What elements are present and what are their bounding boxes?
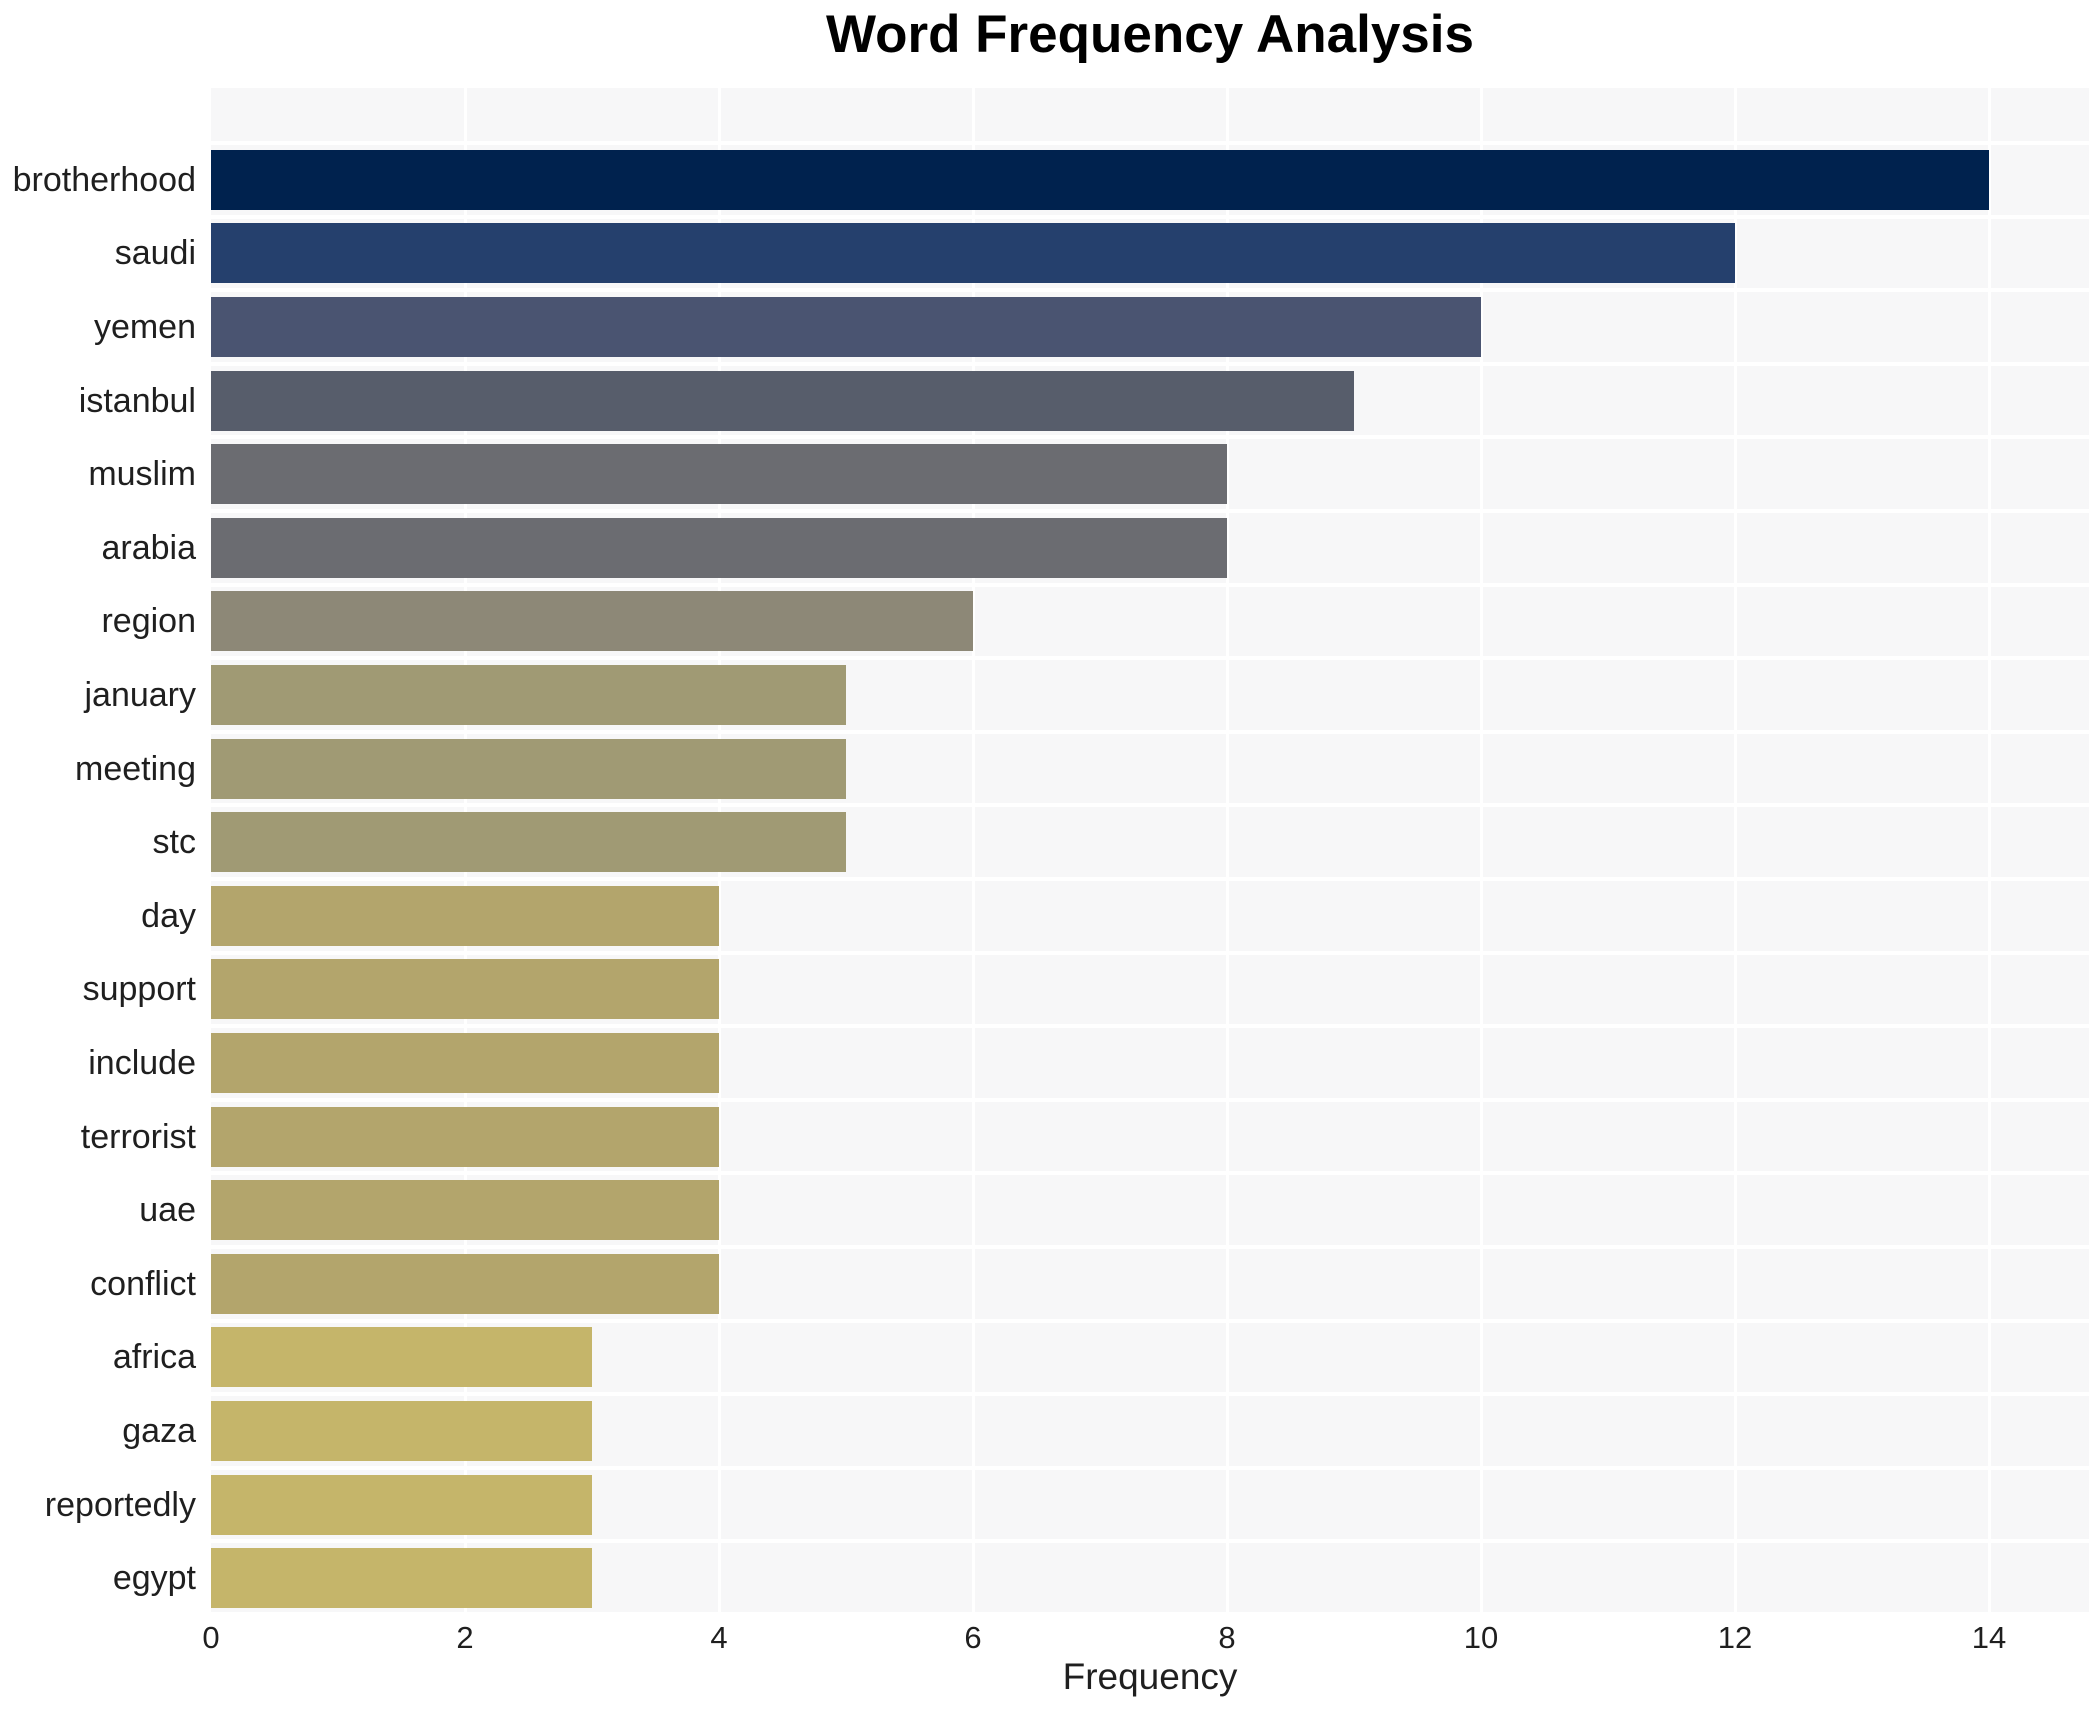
bar-africa <box>211 1327 592 1388</box>
gridline-horizontal <box>211 141 2089 145</box>
bar-uae <box>211 1180 719 1241</box>
category-label-include: include <box>88 1044 196 1082</box>
x-tick-label-6: 6 <box>964 1620 982 1655</box>
bar-region <box>211 591 973 652</box>
bar-yemen <box>211 297 1481 357</box>
category-label-gaza: gaza <box>122 1412 196 1450</box>
gridline-horizontal <box>211 509 2089 513</box>
category-label-uae: uae <box>139 1191 196 1230</box>
x-tick-label-14: 14 <box>1971 1620 2007 1655</box>
x-tick-label-10: 10 <box>1463 1620 1499 1655</box>
bar-brotherhood <box>211 149 1989 210</box>
gridline-vertical <box>1479 88 1483 1612</box>
category-label-reportedly: reportedly <box>44 1485 196 1524</box>
bar-reportedly <box>211 1474 592 1535</box>
category-label-saudi: saudi <box>114 234 196 273</box>
gridline-horizontal <box>211 214 2089 219</box>
bar-gaza <box>211 1401 592 1461</box>
bar-meeting <box>211 738 846 799</box>
gridline-horizontal <box>211 1318 2089 1323</box>
gridline-horizontal <box>211 1024 2089 1029</box>
bar-support <box>211 959 719 1020</box>
x-tick-label-2: 2 <box>456 1620 474 1655</box>
gridline-vertical <box>1733 88 1737 1612</box>
gridline-vertical <box>1225 88 1229 1612</box>
category-label-day: day <box>141 896 196 935</box>
category-label-support: support <box>82 970 196 1009</box>
gridline-horizontal <box>211 803 2089 808</box>
bar-istanbul <box>211 370 1354 431</box>
category-label-muslim: muslim <box>88 455 196 494</box>
category-label-yemen: yemen <box>93 308 196 346</box>
category-label-january: january <box>84 676 196 714</box>
x-tick-label-8: 8 <box>1218 1620 1236 1655</box>
chart-title: Word Frequency Analysis <box>826 5 1474 64</box>
x-tick-label-0: 0 <box>202 1620 220 1655</box>
x-tick-label-4: 4 <box>710 1620 728 1655</box>
bar-muslim <box>211 444 1227 505</box>
gridline-horizontal <box>211 361 2089 366</box>
bar-egypt <box>211 1548 592 1609</box>
gridline-horizontal <box>211 1245 2089 1249</box>
gridline-horizontal <box>211 1539 2089 1544</box>
x-axis-title: Frequency <box>1062 1656 1238 1697</box>
category-label-istanbul: istanbul <box>78 381 196 420</box>
gridline-horizontal <box>211 1171 2089 1176</box>
bar-terrorist <box>211 1106 719 1167</box>
category-label-egypt: egypt <box>112 1559 196 1598</box>
gridline-vertical <box>971 88 975 1612</box>
bar-day <box>211 885 719 946</box>
gridline-horizontal <box>211 1392 2089 1397</box>
category-label-stc: stc <box>152 823 196 862</box>
gridline-horizontal <box>211 1465 2089 1470</box>
bar-january <box>211 665 846 725</box>
gridline-horizontal <box>211 582 2089 587</box>
category-label-region: region <box>101 602 196 641</box>
bar-conflict <box>211 1253 719 1314</box>
plot-area <box>211 88 2089 1612</box>
bar-saudi <box>211 223 1735 284</box>
gridline-horizontal <box>211 288 2089 293</box>
category-label-terrorist: terrorist <box>80 1117 196 1156</box>
gridline-horizontal <box>211 877 2089 881</box>
bar-include <box>211 1033 719 1093</box>
category-label-conflict: conflict <box>90 1264 196 1303</box>
gridline-horizontal <box>211 950 2089 955</box>
gridline-horizontal <box>211 656 2089 661</box>
gridline-horizontal <box>211 729 2089 734</box>
gridline-vertical <box>1987 88 1991 1612</box>
category-label-africa: africa <box>112 1338 196 1377</box>
bar-stc <box>211 812 846 873</box>
x-tick-label-12: 12 <box>1717 1620 1753 1655</box>
category-label-meeting: meeting <box>75 749 196 788</box>
category-label-arabia: arabia <box>101 528 196 567</box>
gridline-horizontal <box>211 1097 2089 1102</box>
gridline-horizontal <box>211 435 2089 440</box>
bar-arabia <box>211 517 1227 578</box>
category-label-brotherhood: brotherhood <box>12 160 196 199</box>
